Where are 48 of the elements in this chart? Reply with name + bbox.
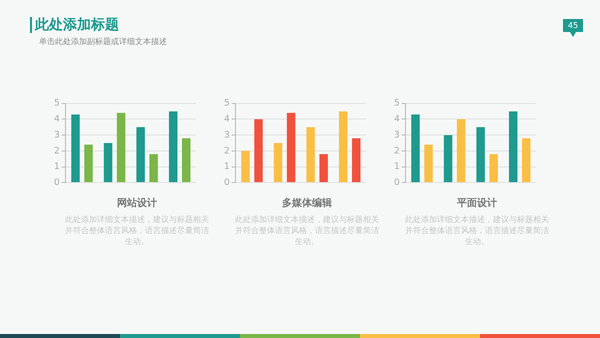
bar xyxy=(522,138,530,182)
bar xyxy=(274,143,282,182)
y-tick-label: 5 xyxy=(224,98,230,109)
y-tick-label: 1 xyxy=(394,162,400,172)
text: 此处添加标题 xyxy=(35,16,119,34)
y-tick-label: 5 xyxy=(394,98,400,109)
bar xyxy=(104,143,112,182)
bar xyxy=(456,119,466,182)
y-tick-label: 2 xyxy=(224,146,230,156)
y-tick-label: 3 xyxy=(394,130,400,140)
bar xyxy=(182,138,190,182)
text: 平面设计 xyxy=(456,196,498,210)
bar xyxy=(71,114,80,182)
bar xyxy=(352,138,360,182)
y-tick-label: 2 xyxy=(394,146,400,156)
y-tick-label: 5 xyxy=(54,98,60,109)
y-tick-label: 3 xyxy=(54,130,60,140)
bar xyxy=(136,127,145,182)
y-tick-label: 3 xyxy=(224,130,230,140)
bar xyxy=(84,144,93,182)
y-tick-label: 4 xyxy=(394,114,400,125)
y-tick-label: 4 xyxy=(224,114,230,125)
bar xyxy=(149,154,158,182)
bar xyxy=(319,154,328,182)
y-tick-label: 1 xyxy=(224,162,230,172)
text: 45 xyxy=(563,19,583,32)
y-tick-label: 1 xyxy=(54,162,60,172)
bar xyxy=(424,144,433,182)
bar xyxy=(286,112,296,182)
y-tick-label: 0 xyxy=(54,178,60,188)
y-tick-label: 0 xyxy=(394,178,400,188)
text: 单击此处添加副标题或详细文本描述 xyxy=(39,36,167,47)
bar xyxy=(508,111,518,182)
bar xyxy=(411,114,420,182)
bar xyxy=(489,154,498,182)
y-tick-label: 4 xyxy=(54,114,60,125)
bar xyxy=(476,127,485,182)
y-tick-label: 2 xyxy=(54,146,60,156)
bar xyxy=(444,135,452,182)
bar xyxy=(306,127,315,182)
bar xyxy=(254,119,263,182)
bar xyxy=(168,111,178,182)
y-tick-label: 0 xyxy=(224,178,230,188)
text: 多媒体编辑 xyxy=(281,196,333,210)
bar xyxy=(116,112,126,182)
bar xyxy=(241,150,250,182)
text: 网站设计 xyxy=(116,196,158,210)
bar xyxy=(338,111,348,182)
